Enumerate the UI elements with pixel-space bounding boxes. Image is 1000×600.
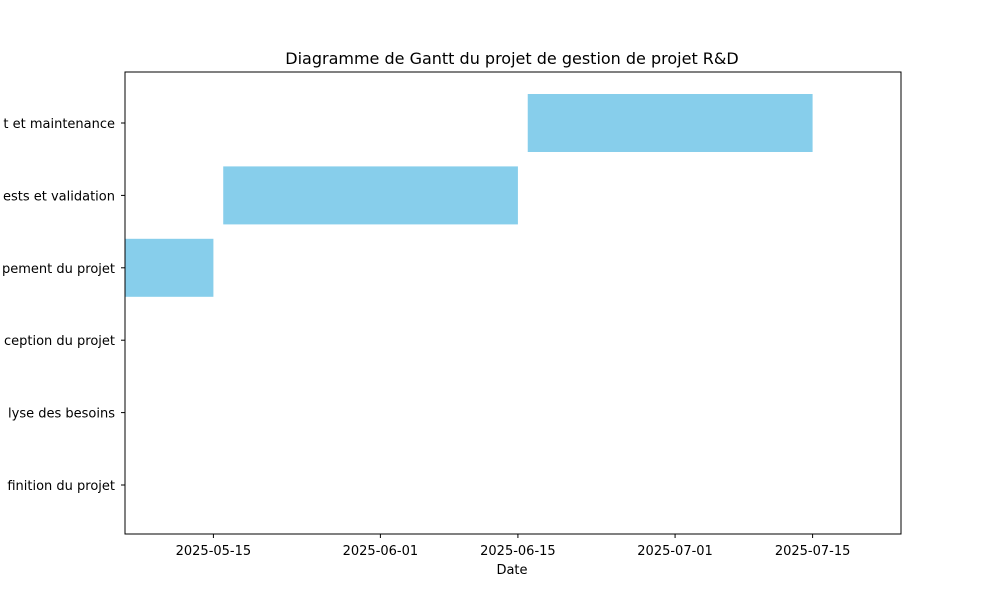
- y-tick-label: lyse des besoins: [8, 407, 115, 422]
- x-axis-label: Date: [496, 563, 527, 578]
- x-tick-label: 2025-07-15: [775, 544, 851, 559]
- bars-group: [125, 94, 813, 297]
- y-tick-label: ests et validation: [3, 189, 115, 204]
- x-axis: 2025-05-15 2025-06-01 2025-06-15 2025-07-01…: [176, 534, 851, 559]
- gantt-bar: [527, 94, 813, 152]
- gantt-bar: [223, 166, 518, 225]
- y-tick-label: t et maintenance: [3, 117, 115, 132]
- x-tick-label: 2025-07-01: [637, 544, 713, 559]
- y-tick-label: pement du projet: [2, 262, 115, 277]
- y-tick-label: finition du projet: [7, 479, 115, 494]
- y-axis: finition du projet lyse des besoins ceptio…: [2, 117, 125, 494]
- chart-title: Diagramme de Gantt du projet de gestion …: [285, 49, 738, 68]
- gantt-bar: [125, 238, 214, 297]
- x-tick-label: 2025-06-15: [480, 544, 556, 559]
- y-tick-label: ception du projet: [4, 334, 115, 349]
- x-tick-label: 2025-05-15: [176, 544, 252, 559]
- plot-frame: [124, 71, 902, 535]
- x-tick-label: 2025-06-01: [343, 544, 419, 559]
